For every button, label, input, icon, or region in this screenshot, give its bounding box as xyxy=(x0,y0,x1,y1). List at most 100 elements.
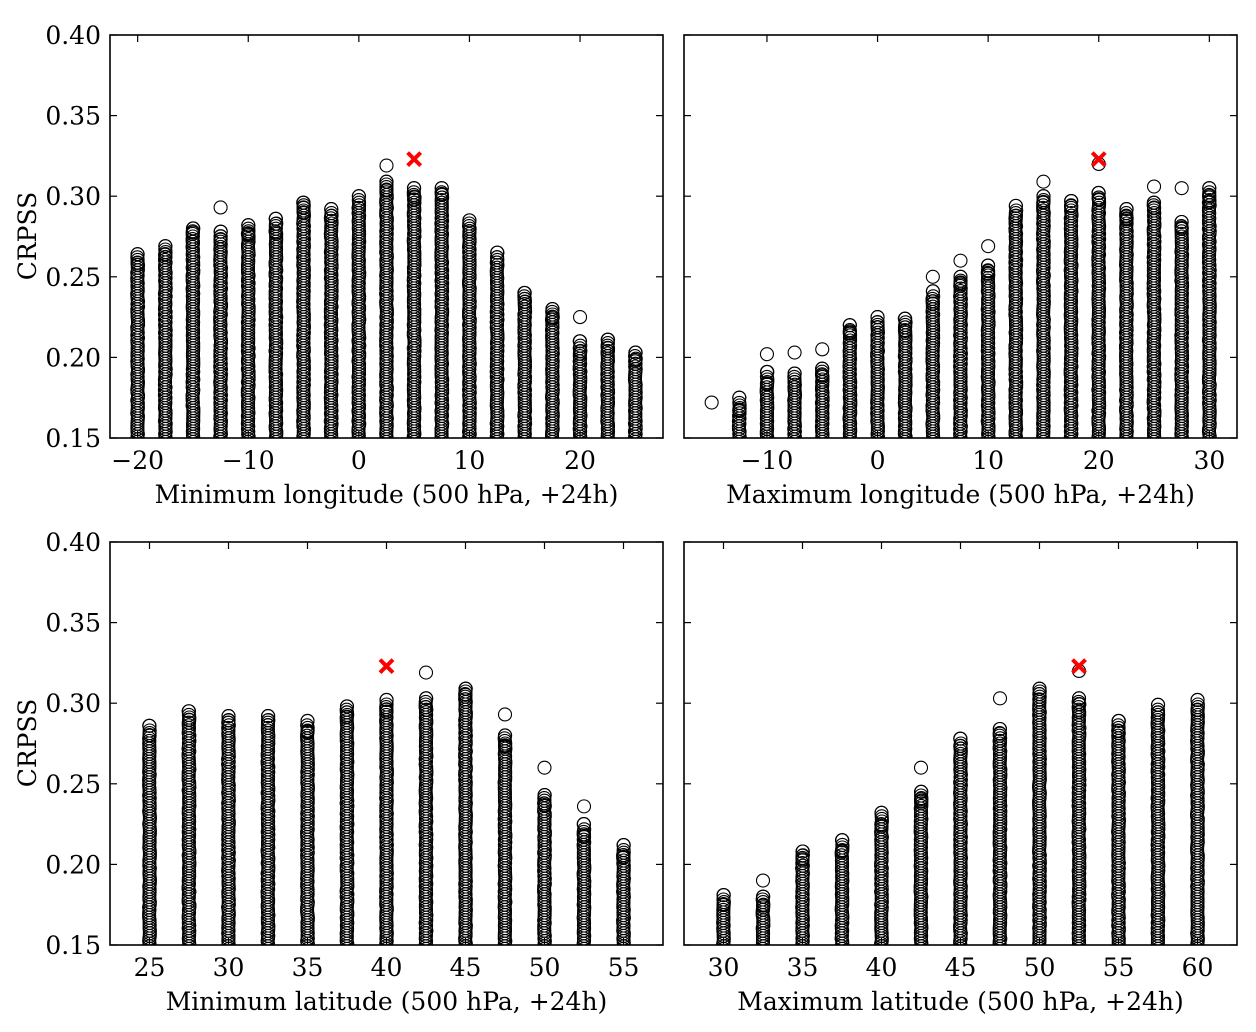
data-point xyxy=(898,311,913,326)
data-point xyxy=(545,432,560,438)
data-point xyxy=(383,437,390,438)
data-point-outlier xyxy=(992,691,1008,706)
data-point xyxy=(407,189,422,204)
data-point xyxy=(992,733,1008,748)
best-marker-stroke xyxy=(1090,151,1107,168)
data-point xyxy=(756,939,771,945)
x-tick-label: −10 xyxy=(222,446,275,475)
data-point xyxy=(221,715,236,730)
data-point xyxy=(981,266,996,281)
data-point xyxy=(1123,437,1129,438)
data-point xyxy=(846,437,853,438)
data-point xyxy=(953,269,968,284)
data-point xyxy=(418,702,434,718)
x-tick-label: 20 xyxy=(564,446,596,475)
data-point xyxy=(815,374,830,389)
data-point xyxy=(1111,724,1126,739)
data-point xyxy=(142,723,157,738)
data-point xyxy=(490,250,505,265)
x-tick-label: 20 xyxy=(1083,446,1115,475)
data-point xyxy=(411,437,417,438)
data-point xyxy=(759,369,774,384)
data-point xyxy=(458,692,473,707)
data-point xyxy=(953,738,968,753)
data-point xyxy=(1064,432,1079,438)
data-point xyxy=(379,174,394,189)
data-point xyxy=(1202,194,1217,209)
y-tick-label: 0.20 xyxy=(45,850,101,879)
data-point xyxy=(158,247,173,262)
data-point-outlier xyxy=(759,347,775,362)
data-point xyxy=(870,315,885,330)
data-point xyxy=(1190,702,1205,717)
data-point xyxy=(213,224,228,239)
data-point xyxy=(1071,696,1087,711)
data-point xyxy=(815,432,830,438)
y-axis-label: CRPSS xyxy=(13,699,42,788)
data-point xyxy=(577,822,592,837)
data-point xyxy=(158,432,173,438)
y-tick-label: 0.35 xyxy=(45,102,101,131)
data-point xyxy=(549,437,556,438)
data-point xyxy=(379,692,394,708)
data-point xyxy=(1147,432,1162,438)
data-point xyxy=(581,944,587,945)
data-point-outlier xyxy=(497,707,513,722)
data-point xyxy=(898,323,913,339)
data-point xyxy=(185,234,200,249)
data-point xyxy=(1071,704,1087,719)
data-point xyxy=(434,190,449,205)
x-tick-label: 0 xyxy=(870,446,886,475)
data-point xyxy=(870,320,885,335)
data-point xyxy=(1151,939,1165,945)
data-point xyxy=(759,376,775,392)
data-point xyxy=(1064,198,1079,213)
x-tick-label: 0 xyxy=(351,446,367,475)
data-points xyxy=(704,156,1217,438)
data-point xyxy=(268,216,283,231)
data-point-outlier xyxy=(1147,179,1162,194)
data-point xyxy=(795,852,810,867)
data-point xyxy=(130,247,145,262)
data-point xyxy=(379,183,394,198)
data-point xyxy=(300,437,307,438)
data-point xyxy=(407,192,422,207)
data-point xyxy=(1072,939,1087,945)
data-point xyxy=(576,817,592,832)
data-point xyxy=(261,939,276,945)
data-point xyxy=(835,837,850,852)
y-tick-label: 0.20 xyxy=(45,343,101,372)
data-point xyxy=(185,432,200,438)
data-point-outlier xyxy=(379,158,394,173)
data-point xyxy=(190,437,196,438)
data-point xyxy=(339,709,355,724)
data-point xyxy=(628,345,643,360)
x-tick-label: 30 xyxy=(708,953,740,982)
data-point xyxy=(379,432,394,438)
data-point xyxy=(498,939,512,945)
data-point xyxy=(992,721,1008,737)
data-point xyxy=(185,225,200,240)
data-point-outlier xyxy=(981,239,996,254)
data-point xyxy=(1150,710,1166,725)
data-point-outlier xyxy=(213,200,228,215)
data-point xyxy=(914,788,929,803)
data-point xyxy=(576,939,591,945)
data-points xyxy=(716,663,1205,945)
data-point xyxy=(213,232,228,247)
data-point xyxy=(616,848,631,863)
x-tick-label: 35 xyxy=(292,953,324,982)
data-point xyxy=(834,833,850,848)
x-tick-label: 10 xyxy=(454,446,486,475)
data-point xyxy=(898,320,913,335)
best-marker xyxy=(378,658,395,675)
data-point xyxy=(142,718,157,733)
best-marker-stroke xyxy=(378,658,395,675)
data-point xyxy=(1009,203,1024,218)
best-marker-stroke xyxy=(1071,658,1087,675)
data-point xyxy=(1008,208,1023,224)
data-point xyxy=(300,725,315,740)
data-point xyxy=(181,715,197,730)
data-point xyxy=(406,185,421,200)
